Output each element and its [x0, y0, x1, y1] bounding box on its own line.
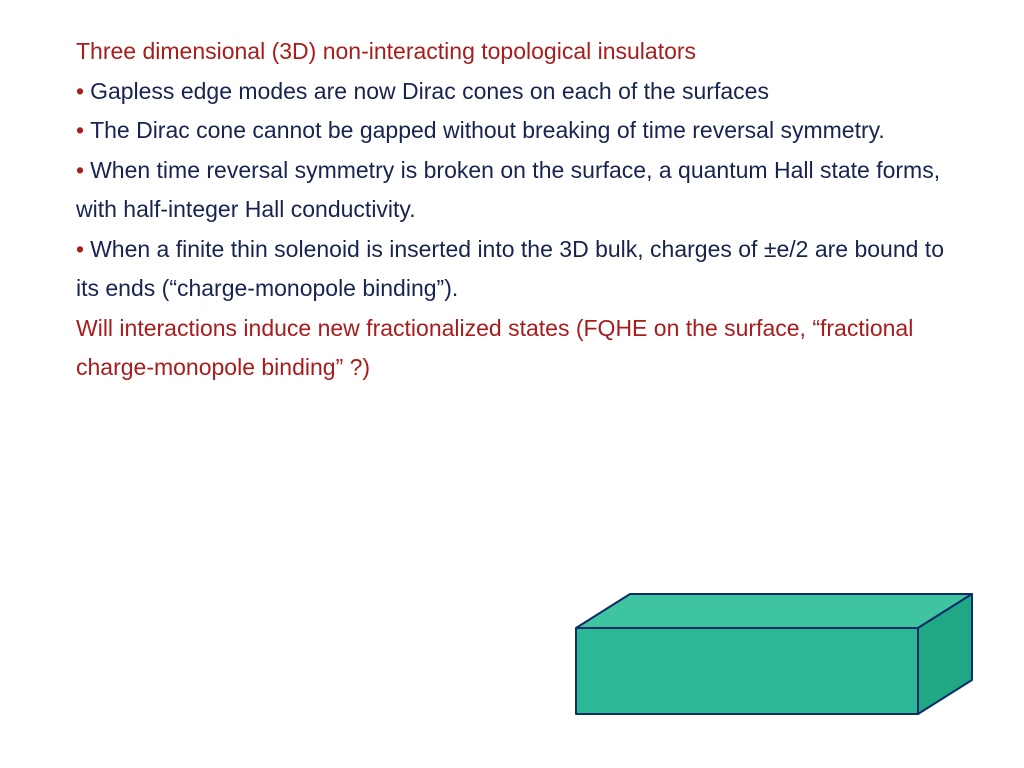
bullet-text: The Dirac cone cannot be gapped without … [90, 117, 885, 143]
bullet-item: •When a finite thin solenoid is inserted… [76, 230, 968, 309]
bullet-item: •The Dirac cone cannot be gapped without… [76, 111, 968, 151]
closing-question: Will interactions induce new fractionali… [76, 309, 968, 388]
bullet-text: Gapless edge modes are now Dirac cones o… [90, 78, 769, 104]
bullet-dot-icon: • [76, 236, 84, 262]
question-text: Will interactions induce new fractionali… [76, 315, 913, 381]
title-text: Three dimensional (3D) non-interacting t… [76, 38, 696, 64]
bullet-dot-icon: • [76, 157, 84, 183]
bullet-item: •When time reversal symmetry is broken o… [76, 151, 968, 230]
bullet-text: When a finite thin solenoid is inserted … [76, 236, 944, 302]
bullet-text: When time reversal symmetry is broken on… [76, 157, 940, 223]
cuboid-diagram [574, 592, 974, 720]
slide-content: Three dimensional (3D) non-interacting t… [0, 0, 1024, 388]
bullet-dot-icon: • [76, 117, 84, 143]
bullet-list: •Gapless edge modes are now Dirac cones … [76, 72, 968, 309]
slide-title: Three dimensional (3D) non-interacting t… [76, 32, 968, 72]
bullet-item: •Gapless edge modes are now Dirac cones … [76, 72, 968, 112]
bullet-dot-icon: • [76, 78, 84, 104]
